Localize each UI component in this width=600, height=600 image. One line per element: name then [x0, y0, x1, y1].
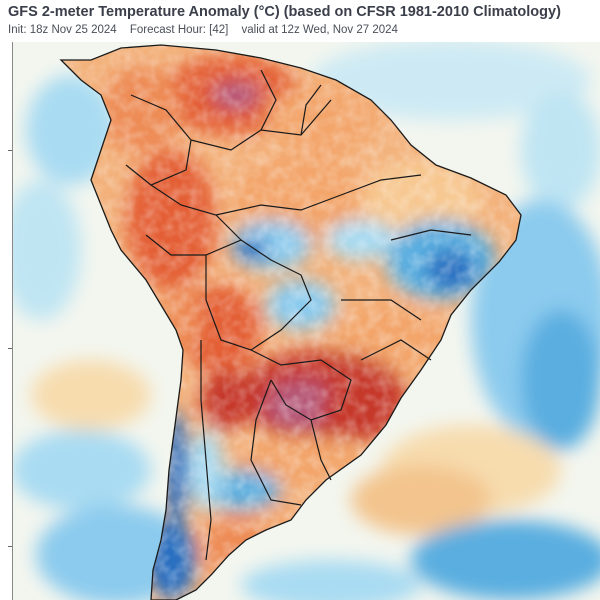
- axis-tick: [8, 348, 13, 349]
- init-time: Init: 18z Nov 25 2024: [8, 24, 117, 36]
- country-borders: [125, 69, 472, 561]
- coastline: [59, 44, 522, 600]
- axis-tick: [8, 150, 13, 151]
- map-title: GFS 2-meter Temperature Anomaly (°C) (ba…: [8, 4, 561, 20]
- axis-tick: [8, 546, 13, 547]
- map-panel: [12, 42, 600, 600]
- temperature-anomaly-map: [13, 42, 600, 600]
- forecast-hour: Forecast Hour: [42]: [129, 24, 229, 36]
- valid-time: valid at 12z Wed, Nov 27 2024: [241, 24, 398, 36]
- map-subtitle: Init: 18z Nov 25 2024 Forecast Hour: [42…: [8, 24, 408, 36]
- header: GFS 2-meter Temperature Anomaly (°C) (ba…: [0, 0, 600, 42]
